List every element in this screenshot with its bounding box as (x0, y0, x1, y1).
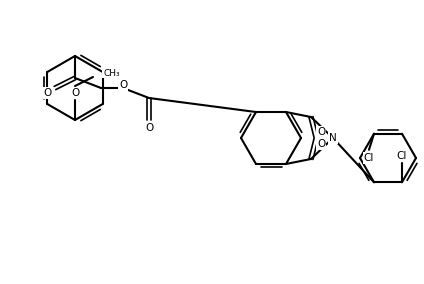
Text: O: O (317, 127, 325, 137)
Text: O: O (71, 88, 79, 98)
Text: O: O (43, 88, 51, 98)
Text: Cl: Cl (364, 153, 374, 163)
Text: Cl: Cl (397, 151, 407, 161)
Text: N: N (329, 133, 337, 143)
Text: O: O (317, 139, 325, 149)
Text: O: O (119, 80, 127, 90)
Text: O: O (145, 123, 153, 133)
Text: CH₃: CH₃ (103, 68, 120, 78)
